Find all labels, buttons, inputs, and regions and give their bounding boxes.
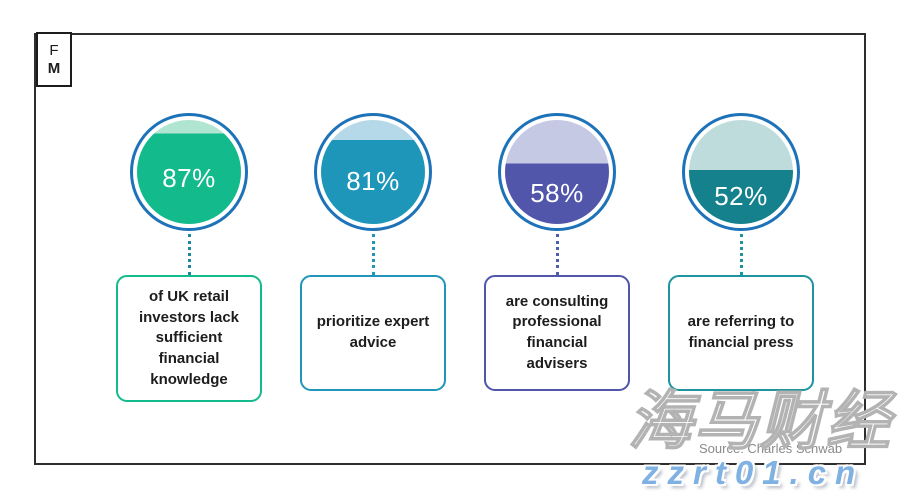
- source-credit: Source: Charles Schwab: [699, 441, 843, 456]
- watermark-cjk-text: 海马财经: [627, 385, 892, 457]
- gauge-ring-1: 87%: [130, 113, 248, 231]
- dotted-connector-1: [187, 234, 191, 275]
- gauge-ring-3: 58%: [498, 113, 616, 231]
- dotted-connector-2: [371, 234, 375, 275]
- percent-label-4: 52%: [714, 181, 768, 212]
- stat-column-1: 87% of UK retail investors lack sufficie…: [97, 113, 281, 403]
- stat-label-4: are referring to financial press: [687, 313, 795, 351]
- outer-frame-border: [34, 33, 866, 465]
- gauge-ring-4: 52%: [682, 113, 800, 231]
- stat-box-4: are referring to financial press: [668, 275, 814, 391]
- stat-columns: 87% of UK retail investors lack sufficie…: [97, 113, 833, 403]
- gauge-ring-2: 81%: [314, 113, 432, 231]
- dotted-connector-4: [739, 234, 743, 275]
- stat-box-1: of UK retail investors lack sufficient f…: [116, 275, 262, 403]
- stat-column-4: 52% are referring to financial press: [649, 113, 833, 402]
- stat-label-1: of UK retail investors lack sufficient f…: [138, 288, 240, 388]
- stat-column-2: 81% prioritize expert advice: [281, 113, 465, 402]
- stat-box-3: are consulting professional financial ad…: [484, 275, 630, 391]
- watermark-domain-text: zzrt01.cn: [642, 454, 865, 491]
- percent-label-2: 81%: [346, 166, 400, 197]
- percent-label-1: 87%: [162, 163, 216, 194]
- percent-label-3: 58%: [530, 178, 584, 209]
- stat-box-2: prioritize expert advice: [300, 275, 446, 391]
- gauge-fill-1: 87%: [137, 120, 241, 224]
- fm-logo: F M: [36, 32, 72, 87]
- dotted-connector-3: [555, 234, 559, 275]
- fm-logo-letter-m: M: [47, 59, 61, 77]
- gauge-fill-4: 52%: [689, 120, 793, 224]
- fm-logo-letter-f: F: [49, 42, 59, 60]
- stat-column-3: 58% are consulting professional financia…: [465, 113, 649, 402]
- gauge-fill-3: 58%: [505, 120, 609, 224]
- gauge-fill-2: 81%: [321, 120, 425, 224]
- stat-label-3: are consulting professional financial ad…: [505, 292, 609, 372]
- stat-label-2: prioritize expert advice: [316, 313, 430, 351]
